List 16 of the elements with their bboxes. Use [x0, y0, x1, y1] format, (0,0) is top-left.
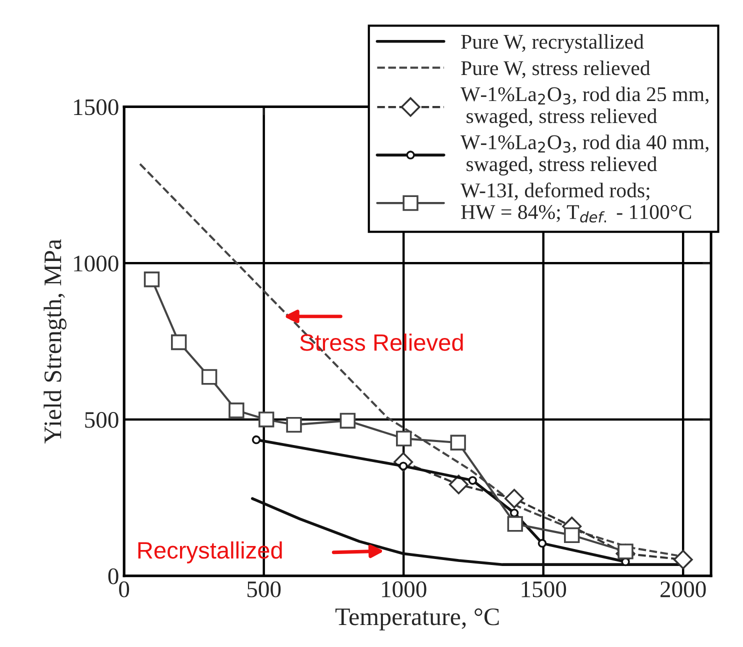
legend-label: W-1%La$_{2}$O$_{3}$, rod dia 40 mm, swaged, stress relieved	[460, 134, 708, 176]
legend-label: Pure W, recrystallized	[461, 34, 644, 54]
x-axis-title: Temperature, °C	[335, 608, 499, 630]
y-tick-label: 500	[85, 412, 118, 428]
legend-label: Pure W, stress relieved	[461, 60, 650, 78]
y-tick-label: 1500	[74, 99, 118, 116]
x-tick-label: 1000	[382, 581, 426, 598]
x-tick-label: 2000	[660, 581, 706, 598]
y-axis-title: Yield Strength, MPa	[44, 239, 66, 444]
x-tick-label: 0	[119, 581, 130, 598]
x-tick-label: 500	[248, 581, 281, 598]
x-tick-label: 1500	[522, 581, 566, 598]
y-tick-label: 1000	[74, 256, 118, 272]
legend-label: W-1%La$_{2}$O$_{3}$, rod dia 25 mm, swaged, stress relieved	[460, 86, 708, 128]
legend-label: W-13I, deformed rods; HW = 84%; T$_{def.}$ - 1100°C	[460, 182, 692, 223]
y-tick-label: 0	[108, 568, 118, 584]
